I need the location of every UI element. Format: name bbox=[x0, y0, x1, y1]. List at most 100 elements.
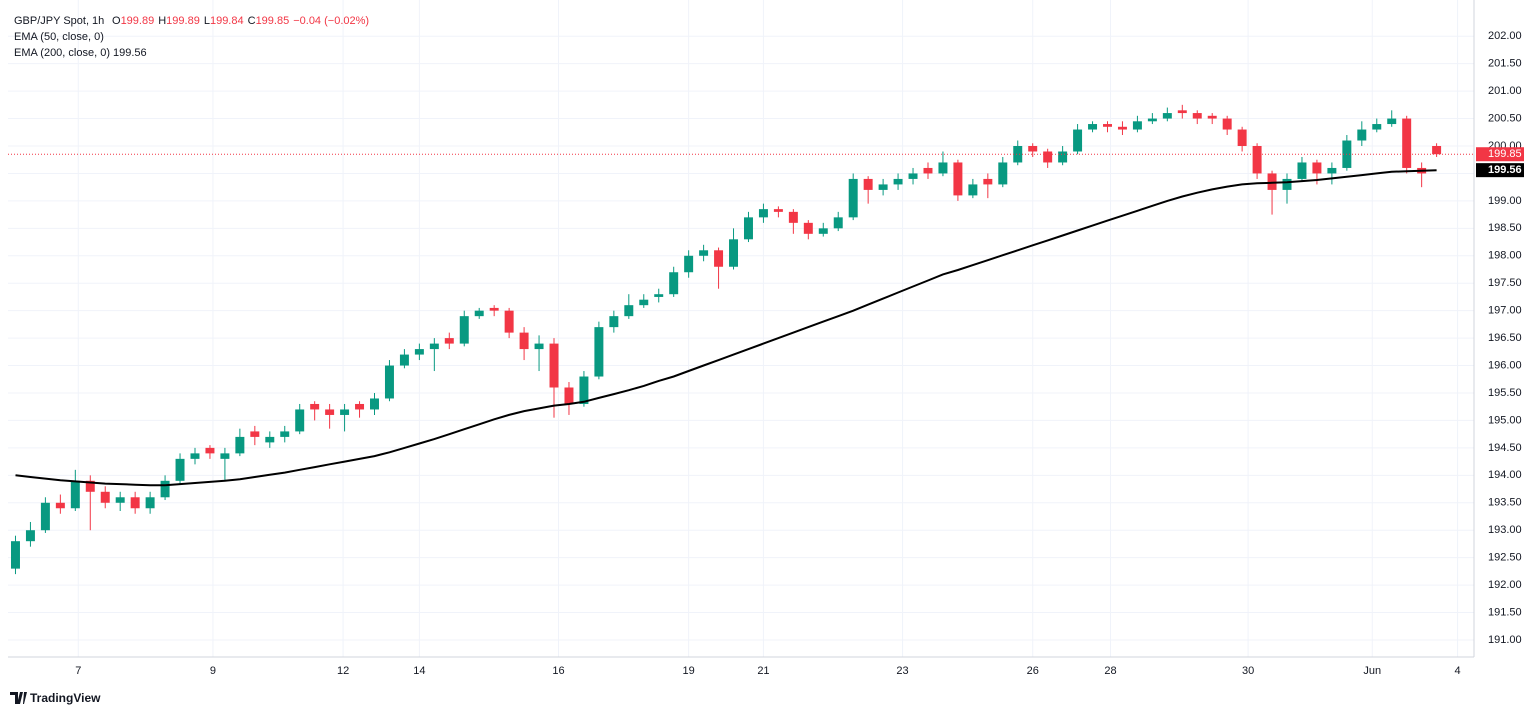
candle-body bbox=[325, 409, 335, 415]
candle-body bbox=[699, 250, 709, 256]
candle-body bbox=[1282, 178, 1292, 190]
ema200-legend-value: 199.56 bbox=[113, 47, 147, 59]
candle-body bbox=[938, 162, 948, 174]
candle-body bbox=[1043, 151, 1053, 163]
candle-body bbox=[743, 217, 753, 240]
candle-body bbox=[639, 299, 649, 306]
candle-body bbox=[1432, 146, 1442, 155]
x-tick-label: 16 bbox=[552, 665, 564, 677]
candle-body bbox=[190, 453, 200, 459]
candle-body bbox=[504, 310, 514, 333]
ema-last-label: 199.56 bbox=[1488, 164, 1522, 176]
candle-body bbox=[10, 541, 20, 569]
ohlc-value: 199.89 bbox=[166, 15, 200, 27]
candle-body bbox=[70, 480, 80, 509]
candle-body bbox=[1192, 113, 1202, 119]
candle-body bbox=[1372, 124, 1382, 130]
ema-badge bbox=[1476, 163, 1524, 178]
candle-body bbox=[983, 178, 993, 185]
y-tick-label: 199.00 bbox=[1488, 195, 1522, 207]
x-tick-label: 30 bbox=[1242, 665, 1254, 677]
candle-body bbox=[1013, 146, 1023, 163]
y-tick-label: 196.50 bbox=[1488, 332, 1522, 344]
candle-body bbox=[609, 316, 619, 328]
candle-body bbox=[235, 436, 245, 454]
y-tick-label: 194.00 bbox=[1488, 469, 1522, 481]
candle-body bbox=[1177, 110, 1187, 114]
candle-body bbox=[923, 167, 933, 174]
candle-body bbox=[130, 497, 140, 509]
candle-body bbox=[833, 217, 843, 229]
candle-body bbox=[1237, 129, 1247, 146]
candle-body bbox=[145, 497, 155, 509]
candle-body bbox=[1267, 173, 1277, 190]
candle-body bbox=[549, 343, 559, 388]
candle-body bbox=[848, 178, 858, 218]
ohlc-key: H bbox=[158, 15, 166, 27]
candle-body bbox=[25, 530, 35, 542]
x-tick-label: 21 bbox=[757, 665, 769, 677]
ohlc-key: L bbox=[204, 15, 210, 27]
x-tick-label: Jun bbox=[1363, 665, 1381, 677]
y-tick-label: 195.50 bbox=[1488, 387, 1522, 399]
candle-body bbox=[220, 453, 230, 459]
symbol-title: GBP/JPY Spot, 1h bbox=[14, 15, 104, 27]
last-price-badge bbox=[1476, 147, 1524, 162]
candle-body bbox=[654, 294, 664, 297]
y-tick-label: 191.00 bbox=[1488, 634, 1522, 646]
ohlc-key: C bbox=[248, 15, 256, 27]
candle-body bbox=[429, 343, 439, 350]
y-tick-label: 192.00 bbox=[1488, 579, 1522, 591]
candle-body bbox=[370, 398, 379, 410]
y-tick-label: 202.00 bbox=[1488, 30, 1522, 42]
y-tick-label: 193.00 bbox=[1488, 524, 1522, 536]
candle-body bbox=[459, 316, 469, 344]
candle-body bbox=[1147, 118, 1157, 122]
ohlc-value: 199.85 bbox=[256, 15, 290, 27]
candle-body bbox=[1297, 162, 1307, 179]
candle-body bbox=[340, 409, 350, 415]
y-tick-label: 198.00 bbox=[1488, 250, 1522, 262]
candle-body bbox=[1327, 167, 1337, 174]
x-tick-label: 7 bbox=[75, 665, 81, 677]
x-tick-label: 19 bbox=[683, 665, 695, 677]
candle-body bbox=[1103, 124, 1112, 127]
x-tick-label: 9 bbox=[210, 665, 216, 677]
y-tick-label: 195.00 bbox=[1488, 414, 1522, 426]
ohlc-key: O bbox=[112, 15, 121, 27]
candle-body bbox=[489, 307, 499, 311]
candle-body bbox=[160, 480, 170, 498]
candle-body bbox=[1088, 124, 1098, 130]
y-tick-label: 197.00 bbox=[1488, 305, 1522, 317]
candle-body bbox=[998, 162, 1008, 185]
candle-body bbox=[250, 431, 260, 437]
candle-body bbox=[803, 222, 813, 234]
candle-body bbox=[1117, 126, 1127, 130]
candle-body bbox=[758, 209, 768, 218]
candle-body bbox=[1058, 151, 1068, 163]
y-tick-label: 196.00 bbox=[1488, 359, 1522, 371]
candle-body bbox=[579, 376, 589, 404]
candle-body bbox=[684, 255, 694, 273]
candle-body bbox=[519, 332, 529, 350]
y-tick-label: 192.50 bbox=[1488, 552, 1522, 564]
candle-body bbox=[594, 327, 604, 377]
ema-line bbox=[15, 169, 1437, 487]
candle-body bbox=[893, 178, 903, 185]
ohlc-value: 199.84 bbox=[210, 15, 244, 27]
candle-body bbox=[310, 403, 320, 410]
x-tick-label: 14 bbox=[413, 665, 425, 677]
ema200-legend: EMA (200, close, 0) bbox=[14, 47, 110, 59]
grid bbox=[8, 0, 1474, 657]
candle-body bbox=[175, 458, 185, 481]
candle-body bbox=[534, 343, 544, 350]
candle-body bbox=[1387, 118, 1397, 125]
y-tick-label: 198.50 bbox=[1488, 222, 1522, 234]
candle-body bbox=[1162, 113, 1172, 119]
x-tick-label: 23 bbox=[896, 665, 908, 677]
candle-body bbox=[1132, 121, 1142, 130]
y-tick-label: 201.00 bbox=[1488, 85, 1522, 97]
ohlc-change: −0.04 (−0.02%) bbox=[293, 15, 369, 27]
